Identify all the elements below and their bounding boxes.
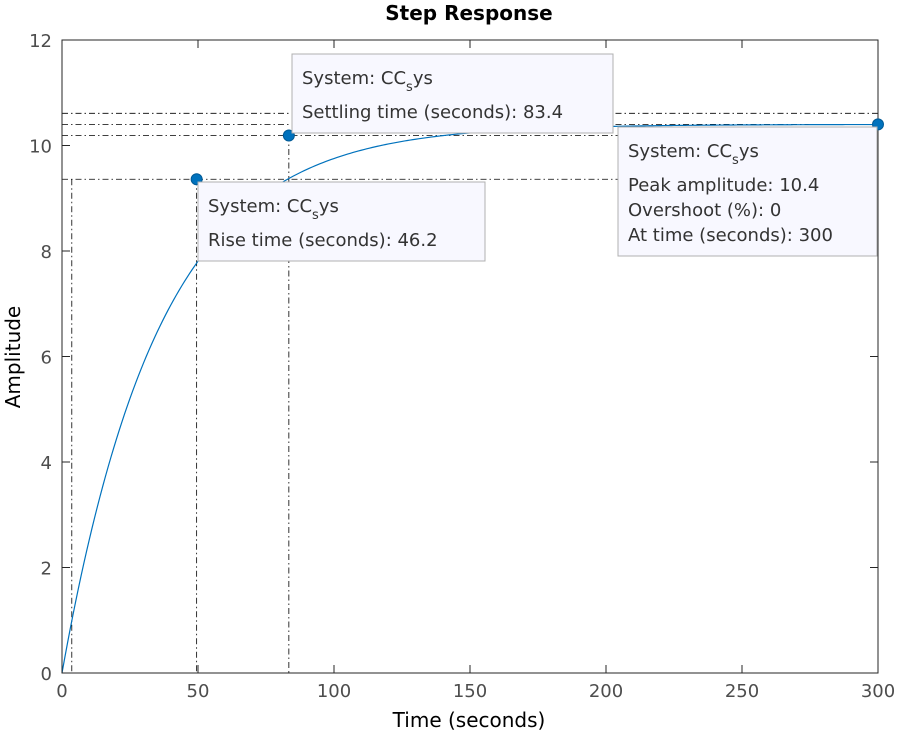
datatip-settling: System: CCsys Settling time (seconds): 83…	[291, 53, 614, 134]
x-tick-label-2: 100	[317, 681, 351, 702]
datatip-system-rise: System: CCsys	[208, 196, 339, 223]
x-tick-label-0: 0	[56, 681, 67, 702]
y-tick-label-4: 8	[41, 242, 52, 263]
datatip-system-suffix: ys	[319, 196, 339, 217]
datatip-system-sub: s	[406, 80, 413, 95]
x-tick-label-4: 200	[589, 681, 623, 702]
datatip-line-peak-0: Peak amplitude: 10.4	[628, 175, 819, 196]
datatip-line-peak-2: At time (seconds): 300	[628, 225, 833, 246]
datatip-system-prefix: System: CC	[302, 68, 406, 89]
y-tick-label-1: 2	[41, 559, 52, 580]
y-tick-label-5: 10	[29, 137, 52, 158]
y-axis-label: Amplitude	[1, 306, 25, 409]
datatip-box-settling	[291, 53, 614, 134]
datatip-system-settling: System: CCsys	[302, 68, 433, 95]
datatip-system-prefix: System: CC	[628, 141, 732, 162]
axis-ticks: 0 50 100 150 200 250 300 0 2 4 6 8 10 12	[29, 31, 895, 702]
datatip-box-rise	[197, 181, 486, 262]
y-tick-label-0: 0	[41, 664, 52, 685]
y-tick-label-2: 4	[41, 453, 52, 474]
datatip-line-rise-0: Rise time (seconds): 46.2	[208, 230, 438, 251]
datatip-system-prefix: System: CC	[208, 196, 312, 217]
y-tick-label-3: 6	[41, 348, 52, 369]
datatip-rise: System: CCsys Rise time (seconds): 46.2	[197, 181, 486, 262]
x-tick-label-5: 250	[725, 681, 759, 702]
datatip-system-sub: s	[732, 153, 739, 168]
datatip-system-suffix: ys	[739, 141, 759, 162]
datatip-system-suffix: ys	[413, 68, 433, 89]
datatip-peak: System: CCsys Peak amplitude: 10.4 Oversho…	[617, 126, 878, 257]
datatip-line-peak-1: Overshoot (%): 0	[628, 200, 781, 221]
datatip-system-peak: System: CCsys	[628, 141, 759, 168]
x-tick-label-1: 50	[187, 681, 210, 702]
x-axis-label: Time (seconds)	[392, 708, 546, 732]
y-tick-label-6: 12	[29, 31, 52, 52]
x-tick-label-3: 150	[453, 681, 487, 702]
datatip-line-settling-0: Settling time (seconds): 83.4	[302, 102, 563, 123]
chart-title: Step Response	[385, 1, 552, 25]
datatip-box-peak	[617, 126, 878, 257]
datatip-system-sub: s	[312, 208, 319, 223]
x-tick-label-6: 300	[861, 681, 895, 702]
